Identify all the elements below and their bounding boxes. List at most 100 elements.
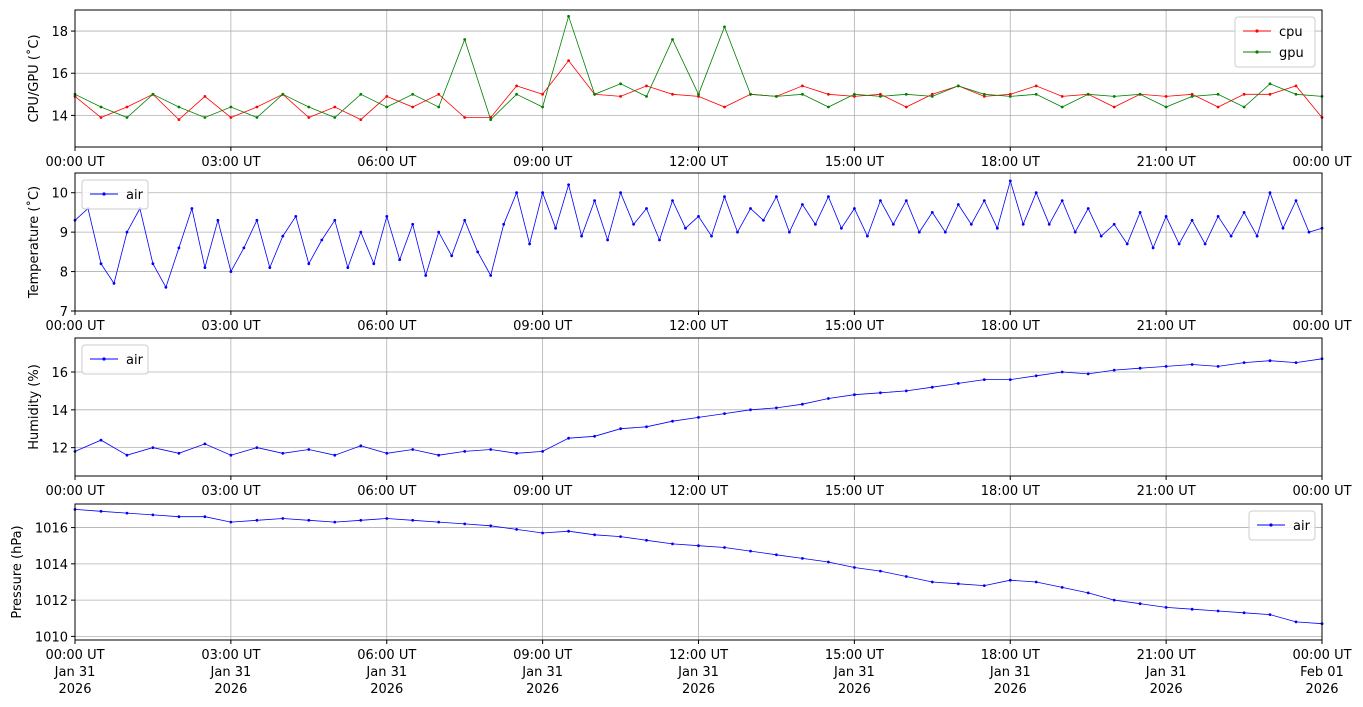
legend-box — [1234, 16, 1316, 68]
x-tick-label: 12:00 UT Jan 31 2026 — [669, 648, 728, 697]
data-point-air — [956, 582, 960, 586]
data-point-air — [1177, 242, 1181, 246]
data-point-air — [723, 412, 726, 415]
x-tick-label: 00:00 UT — [1292, 319, 1351, 334]
data-point-air — [99, 509, 103, 513]
data-point-air — [372, 262, 376, 266]
x-tick-label: 18:00 UT — [981, 319, 1040, 334]
data-point-air — [827, 195, 830, 199]
data-point-gpu — [645, 95, 648, 98]
data-point-air — [528, 242, 531, 246]
data-point-air — [671, 542, 674, 546]
data-point-air — [489, 448, 493, 451]
data-point-air — [424, 274, 428, 277]
y-tick-label: 8 — [60, 266, 68, 281]
data-point-air — [1151, 246, 1155, 250]
data-point-air — [99, 438, 103, 442]
data-point-cpu — [1242, 92, 1246, 96]
data-point-air — [1034, 191, 1038, 195]
legend: air — [1248, 510, 1316, 541]
data-point-air — [1281, 226, 1285, 230]
data-point-air — [1190, 218, 1194, 222]
data-point-cpu — [853, 95, 856, 98]
data-point-air — [671, 419, 674, 423]
x-tick-label: 12:00 UT — [669, 484, 728, 499]
x-tick-label: 15:00 UT — [825, 155, 884, 170]
y-axis-label: Humidity (%) — [27, 364, 42, 450]
y-tick-label: 18 — [51, 25, 68, 40]
x-tick-label: 06:00 UT — [357, 155, 416, 170]
data-point-gpu — [151, 92, 155, 96]
data-point-air — [801, 557, 804, 560]
data-point-gpu — [307, 105, 311, 109]
data-point-air — [853, 566, 856, 569]
x-tick-label: 18:00 UT — [981, 155, 1040, 170]
data-point-gpu — [437, 105, 441, 109]
data-point-gpu — [1294, 92, 1298, 96]
data-point-air — [1164, 215, 1168, 218]
data-point-air — [541, 450, 544, 453]
data-point-air — [658, 238, 661, 242]
data-point-air — [1216, 609, 1220, 613]
x-tick-label: 00:00 UT Feb 01 2026 — [1292, 648, 1351, 697]
x-tick-label: 03:00 UT Jan 31 2026 — [201, 648, 260, 697]
data-point-air — [164, 285, 168, 289]
data-point-gpu — [930, 95, 934, 98]
data-point-gpu — [749, 92, 752, 96]
data-point-air — [956, 203, 960, 206]
legend-marker-air — [1269, 523, 1273, 527]
legend-marker-air — [102, 357, 106, 361]
data-point-gpu — [904, 92, 908, 96]
data-point-air — [125, 453, 129, 457]
data-point-cpu — [1190, 92, 1194, 96]
x-tick-label: 06:00 UT — [357, 319, 416, 334]
data-point-air — [463, 522, 467, 526]
data-point-gpu — [1268, 82, 1272, 86]
data-point-air — [229, 453, 233, 457]
data-point-air — [554, 226, 557, 230]
data-point-air — [1216, 215, 1220, 218]
data-point-cpu — [1164, 95, 1168, 98]
data-point-air — [879, 391, 882, 395]
x-tick-label: 00:00 UT — [1292, 484, 1351, 499]
x-tick-label: 21:00 UT — [1137, 319, 1196, 334]
x-tick-label: 12:00 UT — [669, 319, 728, 334]
data-point-air — [1268, 613, 1272, 616]
y-tick-label: 1012 — [35, 594, 68, 609]
data-point-air — [515, 451, 518, 455]
data-point-air — [1138, 602, 1142, 606]
data-point-air — [619, 191, 622, 195]
data-point-air — [619, 427, 622, 431]
data-point-air — [671, 199, 674, 203]
data-point-air — [593, 434, 596, 438]
data-point-cpu — [463, 116, 467, 119]
panel-2: 00:00 UT 03:00 UT 06:00 UT 09:00 UT 12:00 UT… — [26, 172, 1352, 334]
data-point-cpu — [541, 92, 544, 96]
data-point-air — [177, 515, 181, 519]
data-point-air — [1008, 179, 1012, 183]
data-point-air — [229, 520, 233, 524]
data-point-cpu — [1294, 84, 1298, 88]
data-point-air — [1086, 372, 1090, 376]
data-point-air — [411, 518, 415, 522]
data-point-air — [827, 560, 830, 564]
data-point-gpu — [1060, 105, 1064, 109]
data-point-gpu — [1216, 92, 1220, 96]
data-point-air — [151, 446, 155, 449]
data-point-air — [307, 262, 311, 266]
data-point-air — [775, 406, 778, 410]
x-tick-label: 06:00 UT Jan 31 2026 — [357, 648, 416, 697]
data-point-cpu — [619, 95, 622, 98]
data-point-air — [853, 207, 856, 210]
data-point-air — [930, 385, 934, 389]
data-point-cpu — [671, 92, 674, 96]
legend-marker-air — [102, 192, 106, 196]
x-tick-label: 18:00 UT — [981, 484, 1040, 499]
data-point-air — [749, 207, 752, 210]
data-point-air — [359, 230, 363, 234]
x-tick-label: 00:00 UT — [45, 155, 104, 170]
data-point-cpu — [1060, 95, 1064, 98]
data-point-air — [515, 191, 518, 195]
data-point-air — [203, 442, 207, 446]
data-point-air — [1008, 578, 1012, 582]
